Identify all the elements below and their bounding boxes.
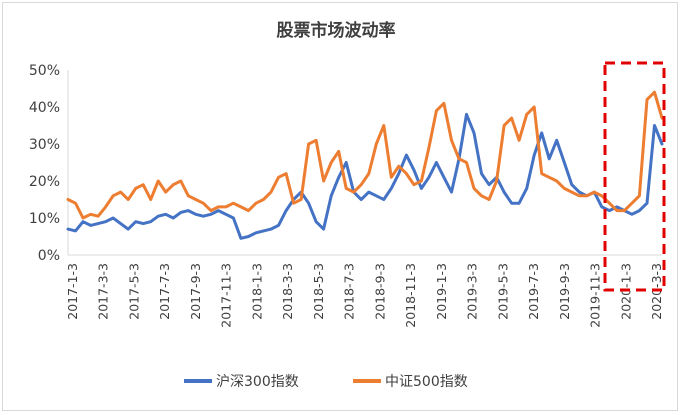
x-tick-label: 2018-3-3	[280, 263, 295, 320]
y-tick-label: 40%	[29, 100, 60, 116]
legend: 沪深300指数 中证500指数	[184, 374, 468, 390]
y-tick-label: 10%	[29, 211, 60, 227]
x-tick-label: 2017-3-3	[96, 263, 111, 320]
x-tick-label: 2017-1-3	[65, 263, 80, 320]
y-tick-label: 30%	[29, 137, 60, 153]
x-tick-label: 2017-7-3	[157, 263, 172, 320]
x-tick-label: 2018-11-3	[403, 263, 418, 328]
x-tick-label: 2018-9-3	[372, 263, 387, 320]
y-tick-label: 50%	[29, 63, 60, 79]
legend-label-zz500: 中证500指数	[385, 374, 468, 390]
series-lines	[66, 90, 664, 240]
x-tick-label: 2019-9-3	[557, 263, 572, 320]
y-axis: 0% 10% 20% 30% 40% 50%	[29, 63, 69, 264]
x-tick-label: 2019-3-3	[465, 263, 480, 320]
x-tick-label: 2018-7-3	[342, 263, 357, 320]
x-tick-label: 2019-11-3	[588, 263, 603, 328]
y-tick-label: 0%	[38, 248, 60, 264]
x-tick-label: 2018-5-3	[311, 263, 326, 320]
x-tick-label: 2018-1-3	[249, 263, 264, 320]
y-tick-label: 20%	[29, 174, 60, 190]
chart-title: 股票市场波动率	[277, 20, 396, 41]
chart-frame	[2, 2, 678, 411]
x-axis: 2017-1-3 2017-3-3 2017-5-3 2017-7-3 2017-9-3…	[65, 254, 664, 328]
x-tick-label: 2017-5-3	[126, 263, 141, 320]
x-tick-label: 2019-5-3	[495, 263, 510, 320]
series-line-hs300	[66, 112, 664, 240]
series-line-zz500	[66, 90, 664, 220]
x-tick-label: 2019-1-3	[434, 263, 449, 320]
x-tick-label: 2017-11-3	[219, 263, 234, 328]
legend-label-hs300: 沪深300指数	[216, 374, 299, 390]
x-tick-label: 2017-9-3	[188, 263, 203, 320]
x-tick-label: 2019-7-3	[526, 263, 541, 320]
